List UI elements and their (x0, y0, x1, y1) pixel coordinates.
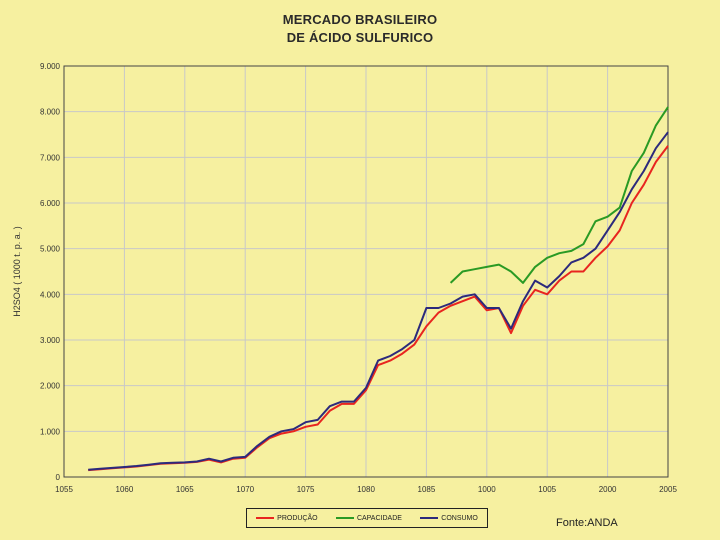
y-tick-label: 8.000 (40, 108, 61, 117)
series-line-consumo (88, 131, 669, 471)
plot-frame (63, 65, 669, 478)
y-tick-label: 3.000 (40, 336, 61, 345)
x-tick-label: 1005 (538, 485, 556, 494)
y-tick-label: 5.000 (40, 245, 61, 254)
legend-label-consumo: CONSUMO (441, 514, 478, 522)
y-tick-labels: 0 1.000 2.000 3.000 4.000 5.000 6.000 7.000 8.00… (40, 62, 61, 482)
series-line-capacidade (449, 106, 669, 284)
y-tick-label: 7.000 (40, 153, 61, 162)
legend-swatch-producao (256, 517, 275, 519)
x-tick-label: 1065 (176, 485, 194, 494)
legend-item-consumo: CONSUMO (420, 515, 478, 522)
x-tick-label: 2005 (659, 485, 677, 494)
x-tick-label: 1060 (116, 485, 134, 494)
y-tick-label: 2.000 (40, 382, 61, 391)
x-tick-label: 1075 (297, 485, 315, 494)
chart-title-line-1: MERCADO BRASILEIRO (282, 12, 438, 27)
series-line-producao (88, 145, 669, 472)
x-tick-label: 1070 (236, 485, 254, 494)
y-tick-label: 6.000 (40, 199, 61, 208)
x-tick-labels: 1055 1060 1065 1070 1075 1080 1085 1000 1005 2000… (55, 485, 677, 494)
legend: PRODUÇÃO CAPACIDADE CONSUMO (246, 508, 488, 528)
source-note: Fonte:ANDA (556, 517, 618, 529)
x-tick-label: 2000 (599, 485, 617, 494)
y-tick-label: 1.000 (40, 427, 61, 436)
y-axis-label: H2SO4 ( 1000 t. p. a. ) (12, 226, 22, 317)
legend-item-producao: PRODUÇÃO (256, 514, 318, 522)
series-layer (88, 106, 669, 472)
legend-swatch-consumo (420, 517, 439, 519)
chart-title-line-2: DE ÁCIDO SULFURICO (286, 30, 434, 45)
x-tick-label: 1085 (418, 485, 436, 494)
legend-swatch-capacidade (335, 517, 354, 519)
y-tick-label: 9.000 (40, 62, 61, 71)
legend-item-capacidade: CAPACIDADE (335, 514, 402, 522)
x-tick-label: 1055 (55, 485, 73, 494)
x-tick-label: 1000 (478, 485, 496, 494)
y-tick-label: 4.000 (40, 290, 61, 299)
x-tick-label: 1080 (357, 485, 375, 494)
legend-label-capacidade: CAPACIDADE (356, 514, 402, 522)
y-tick-label: 0 (56, 473, 61, 482)
legend-label-producao: PRODUÇÃO (277, 514, 318, 522)
